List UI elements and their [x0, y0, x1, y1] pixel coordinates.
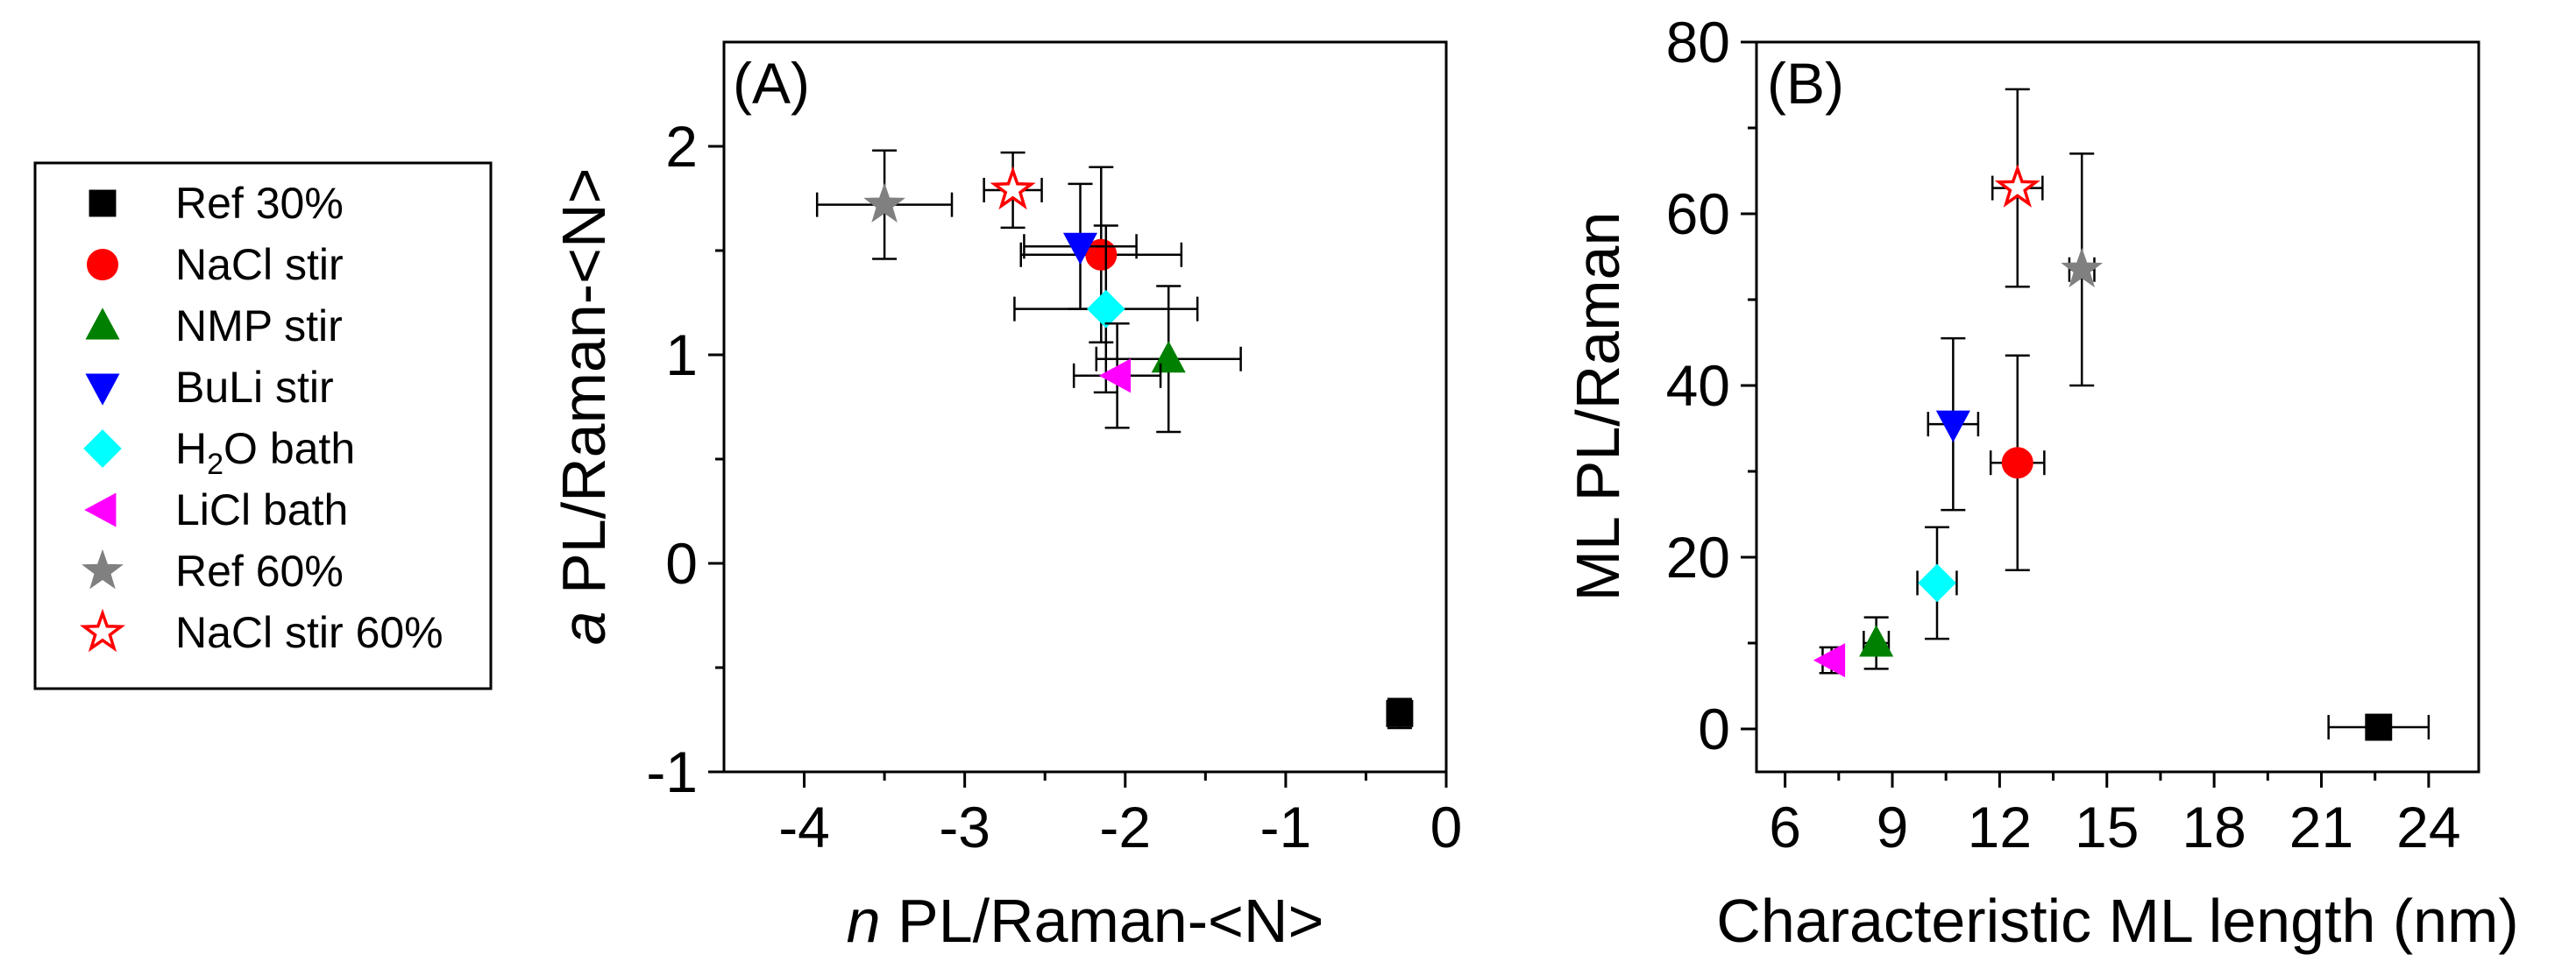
panel-b-ylabel: ML PL/Raman — [1564, 212, 1632, 602]
panel-a-frame — [722, 40, 1448, 774]
panel-a-ylabel: a PL/Raman-<N> — [550, 168, 618, 646]
panel-b-xtick-label: 15 — [2075, 795, 2139, 859]
marker-h2o-bath — [1918, 563, 1956, 603]
panel-a-xtick-label: -1 — [1260, 795, 1312, 859]
panel-a-point-buli-stir — [1023, 182, 1138, 310]
panel-b-ytick-label: 20 — [1666, 525, 1730, 590]
panel-b-point-licl-bath — [1813, 643, 1846, 678]
panel-b-xtick-label: 6 — [1769, 795, 1801, 859]
marker-ref-60pct — [863, 182, 905, 223]
panel-a-ytick-label: 0 — [665, 531, 698, 596]
marker-nacl-stir-60pct — [990, 166, 1036, 210]
panel-a-ytick-label: 2 — [665, 114, 698, 179]
panel-a-ytick-label: -1 — [646, 739, 698, 804]
legend-entry-h2o-bath: H2O bath — [83, 424, 355, 481]
marker-ref-30pct — [1386, 699, 1414, 727]
legend-entry-ref-60pct: Ref 60% — [82, 547, 344, 596]
legend-marker-buli-stir — [85, 373, 120, 406]
panel-a-ytick-label: 1 — [665, 322, 698, 387]
legend-label-h2o-bath: H2O bath — [175, 424, 355, 481]
legend-entry-buli-stir: BuLi stir — [85, 363, 334, 412]
panel-b-ytick-label: 40 — [1666, 353, 1730, 418]
panel-a: (A) -4 -3 -2 -1 0 -1 0 1 2 n PL/Raman-<N> a PL/R… — [550, 40, 1463, 955]
legend-marker-nacl-stir-60pct — [79, 608, 126, 653]
panel-b-label: (B) — [1767, 51, 1844, 116]
legend-entry-nacl-stir-60pct: NaCl stir 60% — [79, 608, 444, 657]
panel-b: (B) 6 9 12 15 18 21 24 0 20 40 60 80 Characteristic… — [1564, 10, 2519, 955]
legend-entry-nacl-stir: NaCl stir — [87, 240, 344, 289]
panel-b-point-ref-30pct — [2327, 713, 2431, 741]
legend-label-nacl-stir-60pct: NaCl stir 60% — [175, 608, 444, 657]
legend-entry-nmp-stir: NMP stir — [85, 301, 343, 350]
panel-b-xtick-label: 12 — [1968, 795, 2032, 859]
legend-label-ref-30pct: Ref 30% — [175, 179, 344, 228]
legend-label-nmp-stir: NMP stir — [175, 301, 343, 350]
panel-b-xtick-label: 24 — [2396, 795, 2460, 859]
panel-a-point-nacl-stir-60pct — [983, 151, 1043, 230]
panel-b-point-nacl-stir — [1989, 354, 2046, 571]
panel-b-point-nmp-stir — [1859, 616, 1894, 670]
panel-b-xtick-label: 9 — [1877, 795, 1909, 859]
legend-marker-licl-bath — [84, 492, 117, 527]
marker-nacl-stir — [2001, 447, 2033, 479]
panel-a-xlabel: n PL/Raman-<N> — [847, 887, 1324, 955]
legend-marker-nmp-stir — [85, 308, 120, 340]
legend: Ref 30% NaCl stir NMP stir BuLi stir H2O bat… — [33, 161, 493, 690]
legend-label-ref-60pct: Ref 60% — [175, 547, 344, 596]
panel-a-xtick-label: 0 — [1430, 795, 1463, 859]
legend-entry-licl-bath: LiCl bath — [84, 485, 348, 534]
marker-licl-bath — [1098, 358, 1132, 393]
panel-a-label: (A) — [733, 51, 810, 116]
panel-b-point-h2o-bath — [1916, 526, 1958, 640]
panel-a-point-licl-bath — [1072, 322, 1162, 429]
marker-ref-30pct — [2365, 713, 2393, 741]
panel-a-point-h2o-bath — [1013, 224, 1199, 394]
panel-a-xtick-label: -2 — [1099, 795, 1151, 859]
marker-buli-stir — [1062, 232, 1098, 265]
legend-label-licl-bath: LiCl bath — [175, 485, 348, 534]
panel-b-ytick-label: 60 — [1666, 181, 1730, 246]
panel-b-frame — [1755, 40, 2480, 774]
marker-nmp-stir — [1859, 625, 1894, 657]
marker-buli-stir — [1935, 410, 1970, 442]
marker-nmp-stir — [1151, 340, 1186, 373]
panel-b-point-nacl-stir-60pct — [1991, 88, 2044, 288]
panel-b-xtick-label: 21 — [2289, 795, 2353, 859]
legend-marker-nacl-stir — [87, 249, 118, 280]
legend-marker-h2o-bath — [83, 429, 122, 468]
panel-a-xtick-label: -4 — [778, 795, 830, 859]
legend-marker-ref-30pct — [89, 189, 117, 217]
legend-frame — [33, 161, 493, 690]
panel-b-ytick-label: 80 — [1666, 10, 1730, 74]
panel-a-point-ref-60pct — [815, 149, 954, 260]
legend-marker-ref-60pct — [82, 548, 124, 590]
legend-label-buli-stir: BuLi stir — [175, 363, 334, 412]
panel-b-point-buli-stir — [1927, 336, 1980, 512]
legend-label-nacl-stir: NaCl stir — [175, 240, 344, 289]
marker-nacl-stir-60pct — [1994, 164, 2040, 208]
panel-b-xtick-label: 18 — [2182, 795, 2246, 859]
marker-licl-bath — [1813, 643, 1846, 678]
marker-h2o-bath — [1086, 289, 1125, 329]
panel-b-xlabel: Characteristic ML length (nm) — [1716, 887, 2518, 955]
legend-entry-ref-30pct: Ref 30% — [89, 179, 344, 228]
marker-ref-60pct — [2061, 247, 2104, 288]
panel-a-point-ref-30pct — [1386, 697, 1414, 730]
panel-b-ytick-label: 0 — [1698, 697, 1730, 761]
panel-a-xtick-label: -3 — [939, 795, 990, 859]
panel-b-point-ref-60pct — [2061, 152, 2104, 387]
